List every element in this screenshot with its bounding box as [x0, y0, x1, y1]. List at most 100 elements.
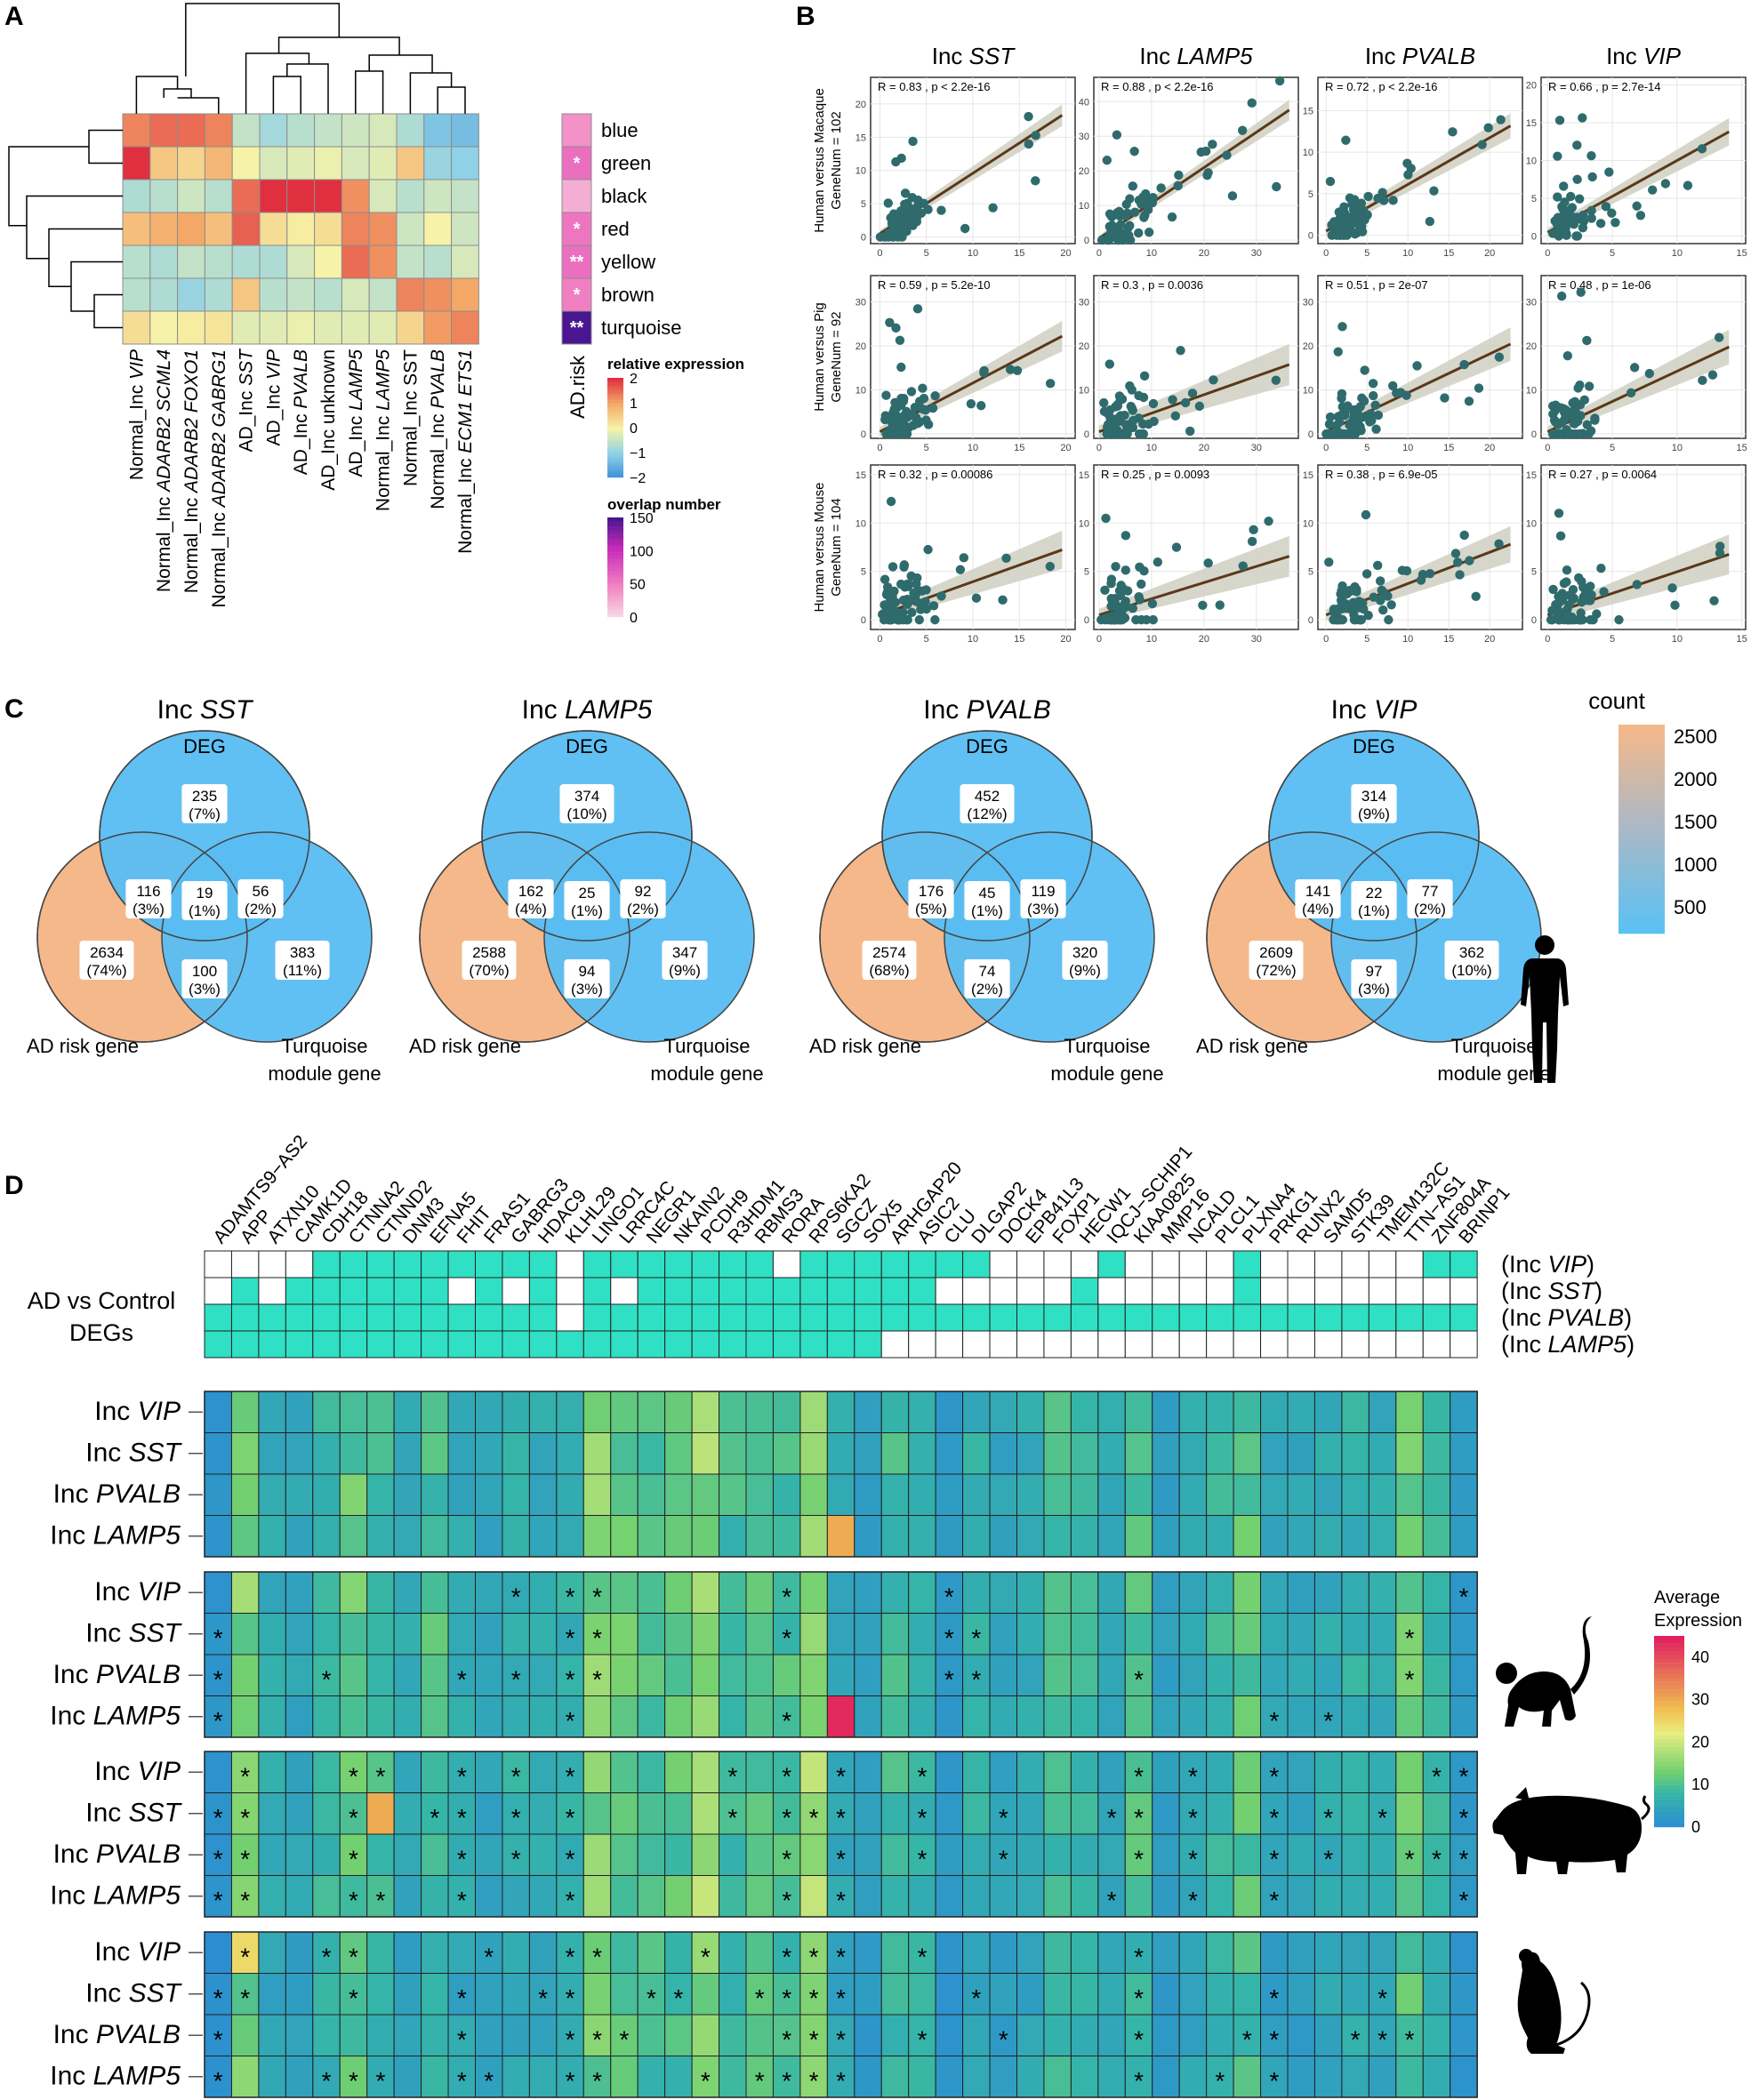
- scatter-point: [1120, 531, 1131, 541]
- expression-cell-13: [556, 1391, 584, 1433]
- expression-cell-22: [799, 1432, 828, 1475]
- avg-expression-legend-step: [1654, 1658, 1684, 1663]
- expression-cell-46: [1450, 1654, 1478, 1696]
- deg-cell-0-3: [285, 1250, 314, 1278]
- avg-expression-legend-step: [1654, 1670, 1684, 1675]
- expression-cell-18: [691, 2056, 720, 2098]
- legend-relative-step: [607, 435, 623, 438]
- deg-cell-1-25: [880, 1277, 910, 1305]
- avg-expression-legend-tick: 20: [1691, 1733, 1709, 1751]
- expression-cell-7: [393, 1654, 422, 1696]
- expression-cell-24: [854, 1515, 882, 1558]
- expression-cell-34: [1124, 1751, 1153, 1793]
- deg-cell-0-40: [1287, 1250, 1315, 1278]
- x-tick-label: 20: [1060, 248, 1071, 259]
- scatter-point: [1107, 595, 1117, 605]
- expression-cell-2: [258, 1792, 286, 1835]
- y-tick-label: 20: [1079, 166, 1089, 177]
- expression-cell-43: [1368, 1654, 1397, 1696]
- expression-cell-30: [1016, 1751, 1045, 1793]
- expression-cell-31: [1043, 1751, 1072, 1793]
- venn-set-label-ad: AD risk gene: [809, 1035, 921, 1057]
- count-legend-step: [1618, 829, 1665, 834]
- scatter-point: [1599, 587, 1609, 597]
- expression-cell-39: [1260, 1654, 1289, 1696]
- expression-cell-5: [339, 1875, 368, 1918]
- expression-cell-2: [258, 1875, 286, 1918]
- significance-star: *: [566, 1887, 575, 1914]
- count-legend-step: [1618, 782, 1665, 788]
- deg-cell-0-8: [421, 1250, 449, 1278]
- expression-cell-34: [1124, 1792, 1153, 1835]
- heatmap-cell-turquoise-12: [451, 310, 479, 345]
- count-legend-step: [1618, 841, 1665, 846]
- significance-star: *: [538, 1984, 548, 2012]
- scatter-point: [912, 304, 923, 314]
- expression-cell-12: [528, 1654, 558, 1696]
- venn-set-label-deg: DEG: [1353, 735, 1395, 757]
- legend-relative-step: [607, 453, 623, 455]
- expression-cell-30: [1016, 1931, 1045, 1974]
- scatter-row-genenum-0: GeneNum = 102: [829, 111, 844, 210]
- expression-cell-7: [393, 2014, 422, 2056]
- expression-cell-43: [1368, 1432, 1397, 1475]
- expression-cell-24: [854, 2056, 882, 2098]
- significance-star: *: [1269, 1887, 1279, 1914]
- expression-cell-24: [854, 1571, 882, 1614]
- scatter-point: [1550, 216, 1560, 226]
- expression-cell-8: [421, 1931, 449, 1974]
- scatter-point: [1546, 614, 1556, 625]
- count-legend-bar: [1618, 725, 1665, 934]
- expression-cell-44: [1395, 1391, 1424, 1433]
- venn-circle-turquoise: [543, 831, 755, 1043]
- deg-cell-3-5: [339, 1330, 368, 1359]
- expression-cell-20: [745, 1473, 774, 1516]
- heatmap-cell-yellow-9: [368, 244, 398, 279]
- venn-ad-turquoise-percent: (3%): [189, 981, 221, 998]
- scatter-point: [1586, 150, 1596, 161]
- count-legend-step: [1618, 908, 1665, 913]
- venn-ad-only-percent: (72%): [1256, 962, 1296, 979]
- expression-cell-1: [230, 1833, 260, 1876]
- deg-cell-2-9: [447, 1303, 476, 1332]
- scatter-point: [1418, 569, 1428, 580]
- significance-star: *: [1458, 1804, 1468, 1831]
- x-tick-label: 20: [1484, 634, 1495, 645]
- expression-cell-23: [826, 1613, 855, 1655]
- expression-cell-33: [1097, 1833, 1126, 1876]
- avg-expression-legend-step: [1654, 1678, 1684, 1682]
- expression-cell-16: [637, 1613, 666, 1655]
- expression-cell-20: [745, 1515, 774, 1558]
- legend-overlap-step: [607, 592, 623, 595]
- expression-cell-43: [1368, 2056, 1397, 2098]
- avg-expression-legend-step: [1654, 1758, 1684, 1763]
- significance-star: *: [457, 1887, 467, 1914]
- expression-cell-3: [285, 2056, 314, 2098]
- x-tick-label: 15: [1014, 443, 1024, 453]
- scatter-point: [1371, 424, 1381, 434]
- expression-cell-17: [664, 1833, 693, 1876]
- heatmap-cell-brown-2: [177, 277, 205, 312]
- expression-cell-21: [772, 2056, 801, 2098]
- expression-cell-45: [1422, 1515, 1451, 1558]
- deg-cell-3-17: [664, 1330, 693, 1359]
- expression-cell-30: [1016, 1695, 1045, 1738]
- expression-cell-23: [826, 1432, 855, 1475]
- heatmap-cell-blue-2: [177, 113, 205, 148]
- expression-cell-39: [1260, 1473, 1289, 1516]
- heatmap-cell-yellow-12: [451, 244, 479, 279]
- significance-star: *: [566, 1707, 575, 1735]
- row-dendrogram-edge-5: [8, 146, 89, 227]
- expression-cell-15: [610, 1654, 639, 1696]
- heatmap-cell-yellow-6: [286, 244, 316, 279]
- expression-cell-37: [1206, 1571, 1234, 1614]
- expression-cell-4: [312, 1792, 341, 1835]
- heatmap-cell-green-10: [396, 146, 425, 180]
- ad-risk-star-yellow: **: [570, 252, 584, 272]
- avg-expression-legend-step: [1654, 1799, 1684, 1805]
- count-legend-step: [1618, 766, 1665, 771]
- significance-star: *: [457, 1762, 467, 1790]
- scatter-point: [886, 496, 896, 507]
- scatter-point: [907, 219, 917, 229]
